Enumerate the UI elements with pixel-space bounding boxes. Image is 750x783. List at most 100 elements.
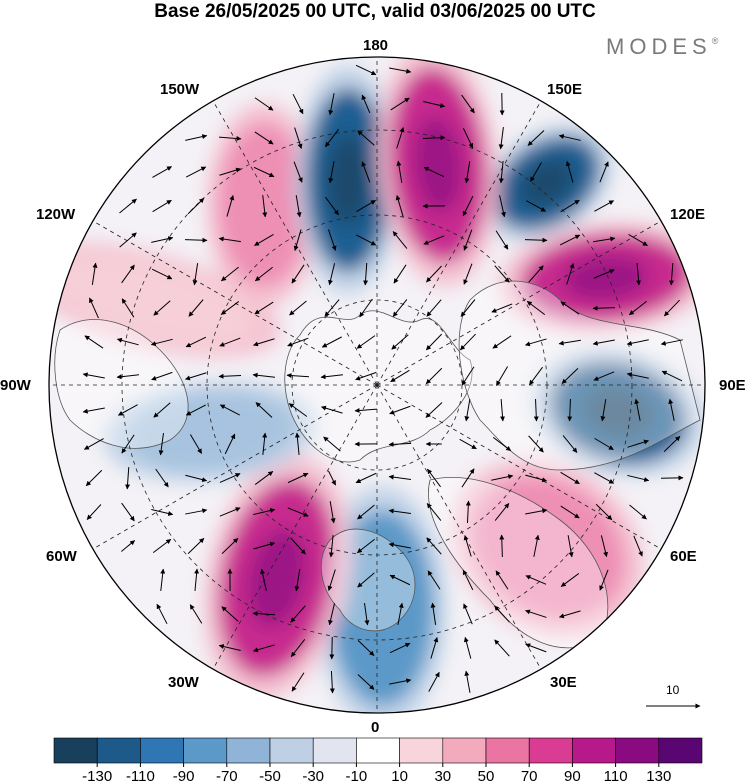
wind-vector xyxy=(328,263,336,286)
wind-vector xyxy=(593,269,615,279)
wind-vector xyxy=(390,369,410,383)
wind-vector xyxy=(461,366,475,386)
wind-vector xyxy=(262,432,268,455)
wind-vector xyxy=(121,502,135,522)
wind-vector xyxy=(288,403,308,417)
colorbar-swatch xyxy=(96,737,141,764)
colorbar-swatch xyxy=(312,737,357,764)
wind-vector xyxy=(320,405,343,414)
wind-vector xyxy=(218,644,241,651)
meridian-line xyxy=(212,384,378,670)
wind-vector xyxy=(391,334,409,350)
meridian-line xyxy=(376,100,542,386)
wind-vector xyxy=(528,435,544,453)
wind-vector xyxy=(359,298,373,318)
wind-vector xyxy=(533,534,540,557)
latitude-circle xyxy=(121,129,633,641)
wind-vector xyxy=(423,235,445,245)
wind-vector xyxy=(626,372,649,379)
meridian-line xyxy=(376,220,662,386)
wind-vector xyxy=(329,636,335,660)
brand-name: MODES xyxy=(606,34,712,59)
wind-vector xyxy=(494,639,510,657)
registered-mark: ® xyxy=(711,36,719,46)
wind-vector xyxy=(426,299,442,317)
wind-vector xyxy=(185,508,208,515)
wind-vector xyxy=(426,503,442,521)
wind-vector xyxy=(495,230,509,250)
meridian-line xyxy=(92,220,378,386)
positive-anomaly-se xyxy=(470,476,626,620)
wind-vector xyxy=(636,262,642,286)
colorbar-swatch xyxy=(269,737,314,764)
wind-vector xyxy=(187,537,205,555)
wind-vector xyxy=(492,335,512,349)
wind-vector xyxy=(500,398,506,422)
wind-vector xyxy=(388,474,411,480)
wind-vector xyxy=(495,366,509,386)
colorbar-swatch xyxy=(485,737,530,764)
wind-vector xyxy=(253,166,275,178)
wind-vector xyxy=(463,534,472,557)
wind-vector xyxy=(464,399,471,422)
wind-vector xyxy=(184,237,208,243)
wind-vector xyxy=(462,127,474,149)
graticule xyxy=(49,57,705,713)
wind-vector xyxy=(494,265,510,283)
wind-vector xyxy=(119,232,137,248)
anomaly-core xyxy=(520,159,574,207)
wind-vector xyxy=(189,604,203,624)
wind-vector xyxy=(388,542,411,549)
wind-vector xyxy=(423,166,445,178)
wind-vector xyxy=(600,535,608,558)
wind-vector xyxy=(525,508,548,515)
wind-vector xyxy=(499,534,505,558)
meridian-label-60w: 60W xyxy=(46,548,77,565)
wind-vector xyxy=(558,610,581,619)
colorbar-swatch xyxy=(399,737,444,764)
wind-vector xyxy=(396,160,403,183)
wind-reference-label: 10 xyxy=(666,683,680,697)
wind-vector xyxy=(254,234,274,246)
wind-vector xyxy=(464,161,471,184)
meridian-label-30w: 30W xyxy=(168,674,199,691)
anomaly-core xyxy=(327,134,369,226)
wind-vector xyxy=(595,503,613,521)
wind-vector xyxy=(121,298,135,318)
wind-vector xyxy=(121,264,135,284)
wind-vector xyxy=(220,266,239,282)
colorbar-swatch xyxy=(53,737,98,764)
wind-vector xyxy=(328,93,335,116)
positive-anomaly-wnw xyxy=(49,253,255,347)
meridian-label-0: 0 xyxy=(371,719,380,736)
wind-vector xyxy=(633,535,643,557)
wind-vector xyxy=(224,433,236,455)
wind-arrows xyxy=(82,64,684,694)
wind-vector xyxy=(363,262,369,286)
wind-vector xyxy=(463,603,473,625)
colorbar-tick-label: 110 xyxy=(604,768,628,783)
wind-vector xyxy=(254,266,273,282)
wind-vector xyxy=(289,300,307,316)
wind-vector xyxy=(592,339,615,346)
wind-vector xyxy=(660,339,683,346)
wind-vector xyxy=(599,161,609,183)
wind-vector xyxy=(116,374,139,380)
wind-vector xyxy=(156,603,168,625)
wind-vector xyxy=(324,299,340,317)
wind-vector xyxy=(492,436,512,452)
wind-vector xyxy=(291,264,305,284)
wind-vector xyxy=(628,300,647,316)
wind-vector xyxy=(150,338,173,347)
wind-vector xyxy=(254,471,274,485)
wind-vector xyxy=(525,474,548,483)
colorbar-swatch xyxy=(226,737,271,764)
colorbar-tick-label: -110 xyxy=(126,768,155,783)
wind-vector xyxy=(462,569,474,591)
meridian-label-150w: 150W xyxy=(160,81,200,98)
wind-vector xyxy=(323,436,341,452)
wind-vector xyxy=(459,438,477,450)
wind-vector xyxy=(425,367,443,385)
meridian-line xyxy=(376,384,542,670)
wind-vector xyxy=(530,162,542,182)
